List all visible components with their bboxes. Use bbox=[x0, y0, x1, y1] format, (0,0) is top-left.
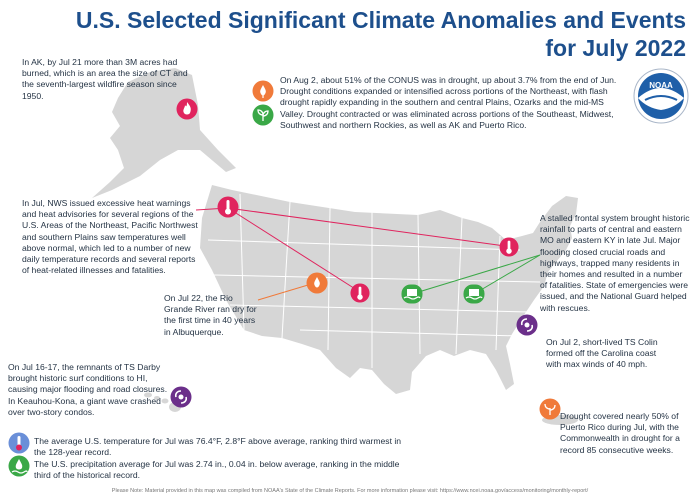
flood-connector-lines bbox=[411, 254, 541, 295]
alaska-wildfire-text: In AK, by Jul 21 more than 3M acres had … bbox=[22, 57, 188, 101]
noaa-logo-text: NOAA bbox=[649, 81, 673, 90]
ts-colin-text: On Jul 2, short-lived TS Colin formed of… bbox=[546, 337, 658, 370]
hurricane-icon bbox=[516, 314, 538, 336]
average-precipitation-text: The U.S. precipitation average for Jul w… bbox=[34, 459, 400, 481]
ts-darby-text: On Jul 16-17, the remnants of TS Darby b… bbox=[8, 362, 168, 417]
page-title: U.S. Selected Significant Climate Anomal… bbox=[76, 6, 686, 62]
noaa-logo: NOAA bbox=[633, 68, 689, 124]
heat-warning-text: In Jul, NWS issued excessive heat warnin… bbox=[22, 198, 198, 276]
plant-icon bbox=[252, 104, 274, 126]
title-line-1: U.S. Selected Significant Climate Anomal… bbox=[75, 7, 686, 33]
thermometer-icon bbox=[217, 196, 239, 218]
rio-grande-text: On Jul 22, the Rio Grande River ran dry … bbox=[164, 293, 257, 337]
flood-icon bbox=[8, 455, 30, 477]
drought-summary-text: On Aug 2, about 51% of the CONUS was in … bbox=[280, 75, 617, 130]
fire-icon bbox=[176, 98, 198, 120]
flood-icon bbox=[401, 284, 423, 304]
thermometer-icon bbox=[499, 237, 519, 257]
drought-icon bbox=[306, 272, 328, 294]
drought-icon bbox=[252, 80, 274, 102]
thermometer-icon bbox=[350, 283, 370, 303]
conus-landmass bbox=[200, 185, 578, 394]
drought-icon bbox=[539, 398, 561, 420]
flood-icon bbox=[463, 284, 485, 304]
puerto-rico-drought-text: Drought covered nearly 50% of Puerto Ric… bbox=[560, 411, 680, 455]
average-temperature-text: The average U.S. temperature for Jul was… bbox=[34, 436, 402, 458]
alaska-landmass bbox=[92, 68, 236, 198]
hurricane-icon bbox=[170, 386, 192, 408]
title-line-2: for July 2022 bbox=[545, 35, 686, 61]
flooding-text: A stalled frontal system brought histori… bbox=[540, 213, 690, 313]
state-borders bbox=[207, 193, 541, 368]
thermometer-icon bbox=[8, 432, 30, 454]
source-footnote: Please Note: Material provided in this m… bbox=[111, 488, 589, 494]
